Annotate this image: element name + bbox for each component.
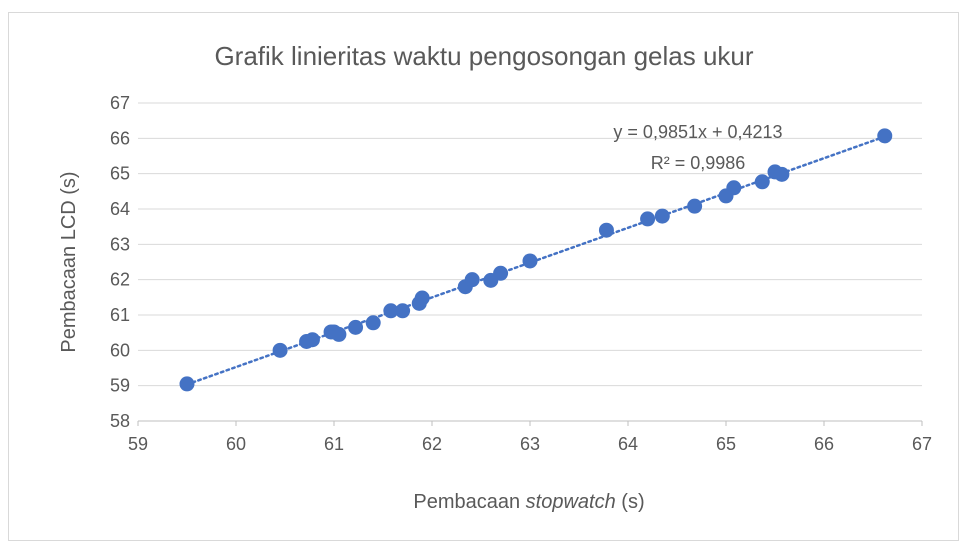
y-axis: 58 59 60 61 62 63 64 65 66 67 <box>110 93 130 431</box>
x-axis-title-prefix: Pembacaan <box>413 491 525 513</box>
y-tick-label: 63 <box>110 234 130 254</box>
data-point <box>754 174 770 190</box>
y-tick-label: 58 <box>110 411 130 431</box>
data-point <box>464 272 480 288</box>
y-tick-label: 61 <box>110 305 130 325</box>
x-axis-title-suffix: (s) <box>616 491 645 513</box>
data-point <box>331 326 347 342</box>
y-tick-label: 66 <box>110 128 130 148</box>
x-tick-label: 63 <box>520 434 540 454</box>
data-point <box>654 208 670 224</box>
x-tick-label: 61 <box>324 434 344 454</box>
data-point <box>598 222 614 238</box>
r-squared-label: R² = 0,9986 <box>651 153 746 173</box>
data-point <box>774 166 790 182</box>
trendline-equation: y = 0,9851x + 0,4213 <box>613 122 782 142</box>
data-point <box>348 319 364 335</box>
x-tick-label: 64 <box>618 434 638 454</box>
y-tick-label: 60 <box>110 340 130 360</box>
data-point <box>640 211 656 227</box>
data-point <box>726 180 742 196</box>
x-tick-label: 60 <box>226 434 246 454</box>
y-tick-label: 65 <box>110 164 130 184</box>
y-tick-label: 59 <box>110 376 130 396</box>
gridlines <box>138 102 922 422</box>
x-tick-label: 62 <box>422 434 442 454</box>
data-point <box>687 198 703 214</box>
data-point <box>272 342 288 358</box>
x-tick-label: 65 <box>716 434 736 454</box>
data-point <box>877 128 893 144</box>
data-point <box>414 290 430 306</box>
x-axis-title-italic: stopwatch <box>526 491 616 513</box>
data-point <box>365 315 381 331</box>
data-point <box>522 253 538 269</box>
chart-frame <box>8 12 959 541</box>
y-tick-label: 62 <box>110 270 130 290</box>
x-tick-label: 67 <box>912 434 932 454</box>
x-tick-label: 59 <box>128 434 148 454</box>
data-point <box>395 303 411 319</box>
x-axis-title: Pembacaan stopwatch (s) <box>413 491 644 513</box>
data-point <box>383 303 399 319</box>
data-point <box>179 376 195 392</box>
y-axis-title: Pembacaan LCD (s) <box>58 171 80 352</box>
x-tick-label: 66 <box>814 434 834 454</box>
chart-title: Grafik linieritas waktu pengosongan gela… <box>214 41 753 71</box>
y-tick-label: 64 <box>110 199 130 219</box>
x-axis: 59 60 61 62 63 64 65 66 67 <box>128 421 932 454</box>
data-point <box>493 265 509 281</box>
data-point <box>304 332 320 348</box>
data-points <box>179 128 893 392</box>
y-tick-label: 67 <box>110 93 130 113</box>
